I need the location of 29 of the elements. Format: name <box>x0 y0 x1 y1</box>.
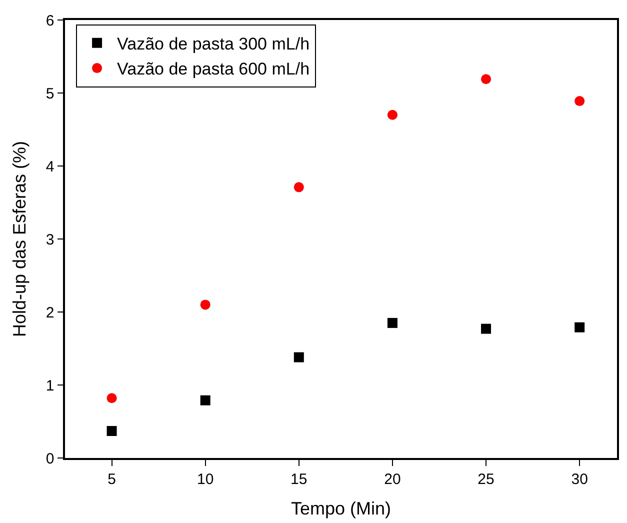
point <box>294 182 304 192</box>
y-tick-label: 0 <box>46 450 54 468</box>
y-tick-label: 2 <box>46 304 54 322</box>
y-tick-label: 5 <box>46 85 54 102</box>
point <box>106 426 117 436</box>
point <box>106 393 117 404</box>
point <box>481 324 492 334</box>
x-tick-label: 20 <box>384 470 401 488</box>
point <box>481 74 492 84</box>
y-axis-title: Hold-up das Esferas (%) <box>10 140 30 338</box>
x-tick-label: 15 <box>290 470 308 488</box>
point <box>200 395 210 406</box>
x-tick-label: 30 <box>571 470 588 488</box>
legend-label: Vazão de pasta 300 mL/h <box>117 34 310 54</box>
legend-label: Vazão de pasta 600 mL/h <box>117 60 310 79</box>
x-tick-label: 25 <box>478 470 494 488</box>
x-tick-label: 5 <box>108 470 116 488</box>
x-axis-title: Tempo (Min) <box>290 498 392 518</box>
y-tick-label: 3 <box>46 231 54 248</box>
point <box>294 352 304 362</box>
y-tick-label: 6 <box>46 12 54 30</box>
point <box>387 110 398 120</box>
point <box>574 322 585 332</box>
y-tick-label: 4 <box>46 158 54 176</box>
point <box>200 300 210 310</box>
point <box>574 96 585 106</box>
point <box>387 318 398 328</box>
y-tick-label: 1 <box>46 377 54 394</box>
x-tick-label: 10 <box>196 470 214 488</box>
